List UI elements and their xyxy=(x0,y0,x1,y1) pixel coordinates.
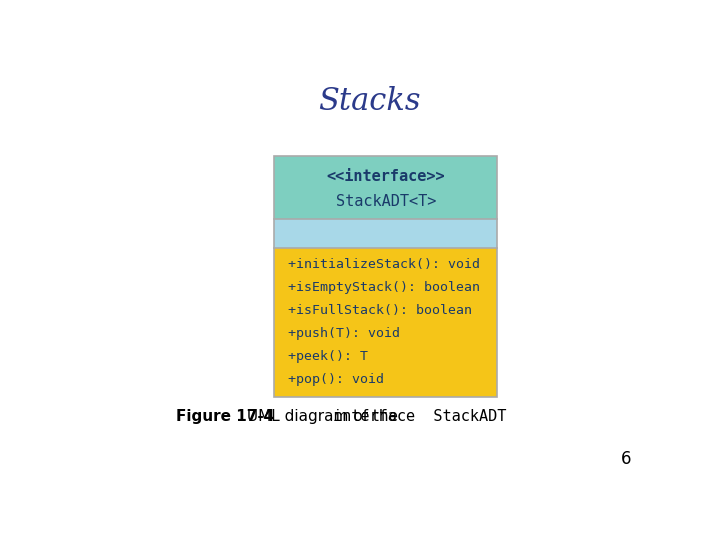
Text: +isEmptyStack(): boolean: +isEmptyStack(): boolean xyxy=(288,280,480,294)
Bar xyxy=(274,156,498,397)
Text: +push(T): void: +push(T): void xyxy=(288,327,400,340)
Text: +isFullStack(): boolean: +isFullStack(): boolean xyxy=(288,303,472,316)
Text: StackADT<T>: StackADT<T> xyxy=(336,194,436,209)
Text: +peek(): T: +peek(): T xyxy=(288,349,368,362)
Text: UML diagram of the: UML diagram of the xyxy=(242,409,402,424)
Text: interface  StackADT: interface StackADT xyxy=(333,409,506,424)
Text: Stacks: Stacks xyxy=(318,85,420,117)
Text: +initializeStack(): void: +initializeStack(): void xyxy=(288,258,480,271)
Text: +pop(): void: +pop(): void xyxy=(288,373,384,386)
Bar xyxy=(274,219,498,248)
Bar xyxy=(274,156,498,219)
Bar xyxy=(274,248,498,397)
Text: 6: 6 xyxy=(621,450,631,468)
Text: Figure 17-4: Figure 17-4 xyxy=(176,409,275,424)
Text: <<interface>>: <<interface>> xyxy=(326,169,445,184)
